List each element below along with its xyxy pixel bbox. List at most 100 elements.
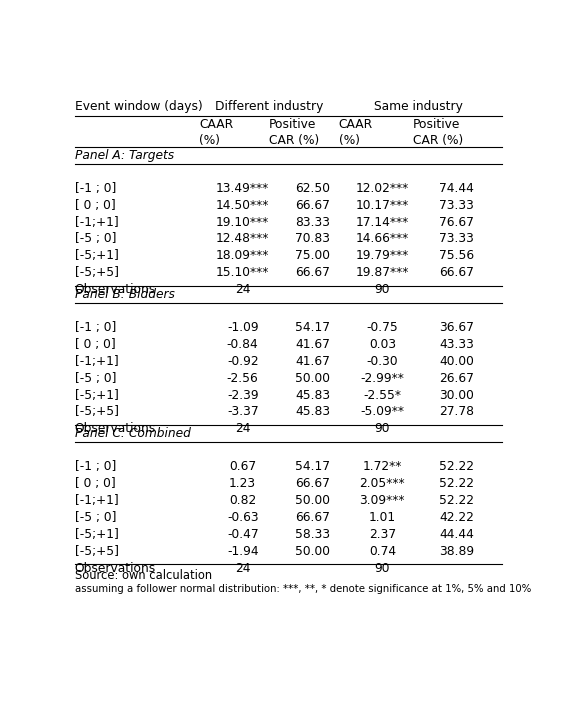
- Text: 19.79***: 19.79***: [356, 249, 409, 262]
- Text: 43.33: 43.33: [439, 338, 474, 351]
- Text: -0.84: -0.84: [227, 338, 258, 351]
- Text: Source: own calculation: Source: own calculation: [75, 569, 212, 582]
- Text: [-5 ; 0]: [-5 ; 0]: [75, 511, 116, 524]
- Text: 19.87***: 19.87***: [356, 266, 409, 279]
- Text: 10.17***: 10.17***: [356, 198, 409, 211]
- Text: [ 0 ; 0]: [ 0 ; 0]: [75, 338, 115, 351]
- Text: 73.33: 73.33: [439, 232, 474, 245]
- Text: 62.50: 62.50: [295, 182, 330, 195]
- Text: -0.47: -0.47: [227, 528, 258, 541]
- Text: [-5;+1]: [-5;+1]: [75, 249, 119, 262]
- Text: 2.05***: 2.05***: [360, 477, 405, 490]
- Text: 12.02***: 12.02***: [356, 182, 409, 195]
- Text: Positive
CAR (%): Positive CAR (%): [269, 118, 319, 147]
- Text: CAAR
(%): CAAR (%): [339, 118, 373, 147]
- Text: -3.37: -3.37: [227, 406, 258, 418]
- Text: 54.17: 54.17: [295, 460, 330, 473]
- Text: Observations: Observations: [75, 422, 156, 435]
- Text: 0.74: 0.74: [369, 545, 396, 558]
- Text: 0.82: 0.82: [229, 494, 256, 507]
- Text: 76.67: 76.67: [439, 216, 474, 229]
- Text: Same industry: Same industry: [374, 100, 463, 113]
- Text: 50.00: 50.00: [295, 372, 330, 385]
- Text: 1.23: 1.23: [229, 477, 256, 490]
- Text: 30.00: 30.00: [439, 388, 474, 402]
- Text: 17.14***: 17.14***: [356, 216, 409, 229]
- Text: 36.67: 36.67: [439, 321, 474, 334]
- Text: 26.67: 26.67: [439, 372, 474, 385]
- Text: 0.03: 0.03: [369, 338, 396, 351]
- Text: 83.33: 83.33: [295, 216, 330, 229]
- Text: [-5;+1]: [-5;+1]: [75, 528, 119, 541]
- Text: 41.67: 41.67: [295, 338, 330, 351]
- Text: 14.50***: 14.50***: [216, 198, 270, 211]
- Text: -0.92: -0.92: [227, 354, 258, 368]
- Text: 12.48***: 12.48***: [216, 232, 270, 245]
- Text: 54.17: 54.17: [295, 321, 330, 334]
- Text: 40.00: 40.00: [439, 354, 474, 368]
- Text: Panel A: Targets: Panel A: Targets: [75, 149, 174, 162]
- Text: -1.94: -1.94: [227, 545, 258, 558]
- Text: [-5;+5]: [-5;+5]: [75, 266, 119, 279]
- Text: 45.83: 45.83: [295, 406, 330, 418]
- Text: assuming a follower normal distribution: ***, **, * denote significance at 1%, 5: assuming a follower normal distribution:…: [75, 585, 531, 595]
- Text: -2.55*: -2.55*: [363, 388, 401, 402]
- Text: -2.39: -2.39: [227, 388, 258, 402]
- Text: 1.01: 1.01: [369, 511, 396, 524]
- Text: CAAR
(%): CAAR (%): [199, 118, 233, 147]
- Text: 52.22: 52.22: [439, 460, 474, 473]
- Text: 42.22: 42.22: [439, 511, 474, 524]
- Text: Observations: Observations: [75, 562, 156, 574]
- Text: 24: 24: [235, 283, 251, 296]
- Text: [ 0 ; 0]: [ 0 ; 0]: [75, 198, 115, 211]
- Text: 45.83: 45.83: [295, 388, 330, 402]
- Text: Different industry: Different industry: [215, 100, 323, 113]
- Text: 41.67: 41.67: [295, 354, 330, 368]
- Text: 14.66***: 14.66***: [356, 232, 409, 245]
- Text: 15.10***: 15.10***: [216, 266, 270, 279]
- Text: [-5;+5]: [-5;+5]: [75, 406, 119, 418]
- Text: 27.78: 27.78: [439, 406, 474, 418]
- Text: [-1 ; 0]: [-1 ; 0]: [75, 321, 116, 334]
- Text: 66.67: 66.67: [439, 266, 474, 279]
- Text: 90: 90: [374, 283, 390, 296]
- Text: 19.10***: 19.10***: [216, 216, 269, 229]
- Text: -2.56: -2.56: [227, 372, 258, 385]
- Text: -0.75: -0.75: [367, 321, 398, 334]
- Text: 38.89: 38.89: [439, 545, 474, 558]
- Text: Panel C: Combined: Panel C: Combined: [75, 427, 191, 440]
- Text: 52.22: 52.22: [439, 477, 474, 490]
- Text: [-5 ; 0]: [-5 ; 0]: [75, 372, 116, 385]
- Text: 75.00: 75.00: [295, 249, 330, 262]
- Text: 66.67: 66.67: [295, 198, 330, 211]
- Text: 74.44: 74.44: [439, 182, 474, 195]
- Text: Panel B: Bidders: Panel B: Bidders: [75, 288, 175, 301]
- Text: 70.83: 70.83: [295, 232, 330, 245]
- Text: 3.09***: 3.09***: [360, 494, 405, 507]
- Text: 50.00: 50.00: [295, 494, 330, 507]
- Text: 1.72**: 1.72**: [363, 460, 402, 473]
- Text: 2.37: 2.37: [369, 528, 396, 541]
- Text: 58.33: 58.33: [295, 528, 330, 541]
- Text: -0.63: -0.63: [227, 511, 258, 524]
- Text: 52.22: 52.22: [439, 494, 474, 507]
- Text: [-1 ; 0]: [-1 ; 0]: [75, 182, 116, 195]
- Text: [ 0 ; 0]: [ 0 ; 0]: [75, 477, 115, 490]
- Text: [-1;+1]: [-1;+1]: [75, 494, 118, 507]
- Text: 90: 90: [374, 562, 390, 574]
- Text: 50.00: 50.00: [295, 545, 330, 558]
- Text: 18.09***: 18.09***: [216, 249, 270, 262]
- Text: 66.67: 66.67: [295, 266, 330, 279]
- Text: -0.30: -0.30: [367, 354, 398, 368]
- Text: Observations: Observations: [75, 283, 156, 296]
- Text: -2.99**: -2.99**: [360, 372, 404, 385]
- Text: 90: 90: [374, 422, 390, 435]
- Text: -1.09: -1.09: [227, 321, 258, 334]
- Text: 13.49***: 13.49***: [216, 182, 269, 195]
- Text: 66.67: 66.67: [295, 477, 330, 490]
- Text: 66.67: 66.67: [295, 511, 330, 524]
- Text: [-5;+1]: [-5;+1]: [75, 388, 119, 402]
- Text: -5.09**: -5.09**: [360, 406, 404, 418]
- Text: 24: 24: [235, 422, 251, 435]
- Text: [-1 ; 0]: [-1 ; 0]: [75, 460, 116, 473]
